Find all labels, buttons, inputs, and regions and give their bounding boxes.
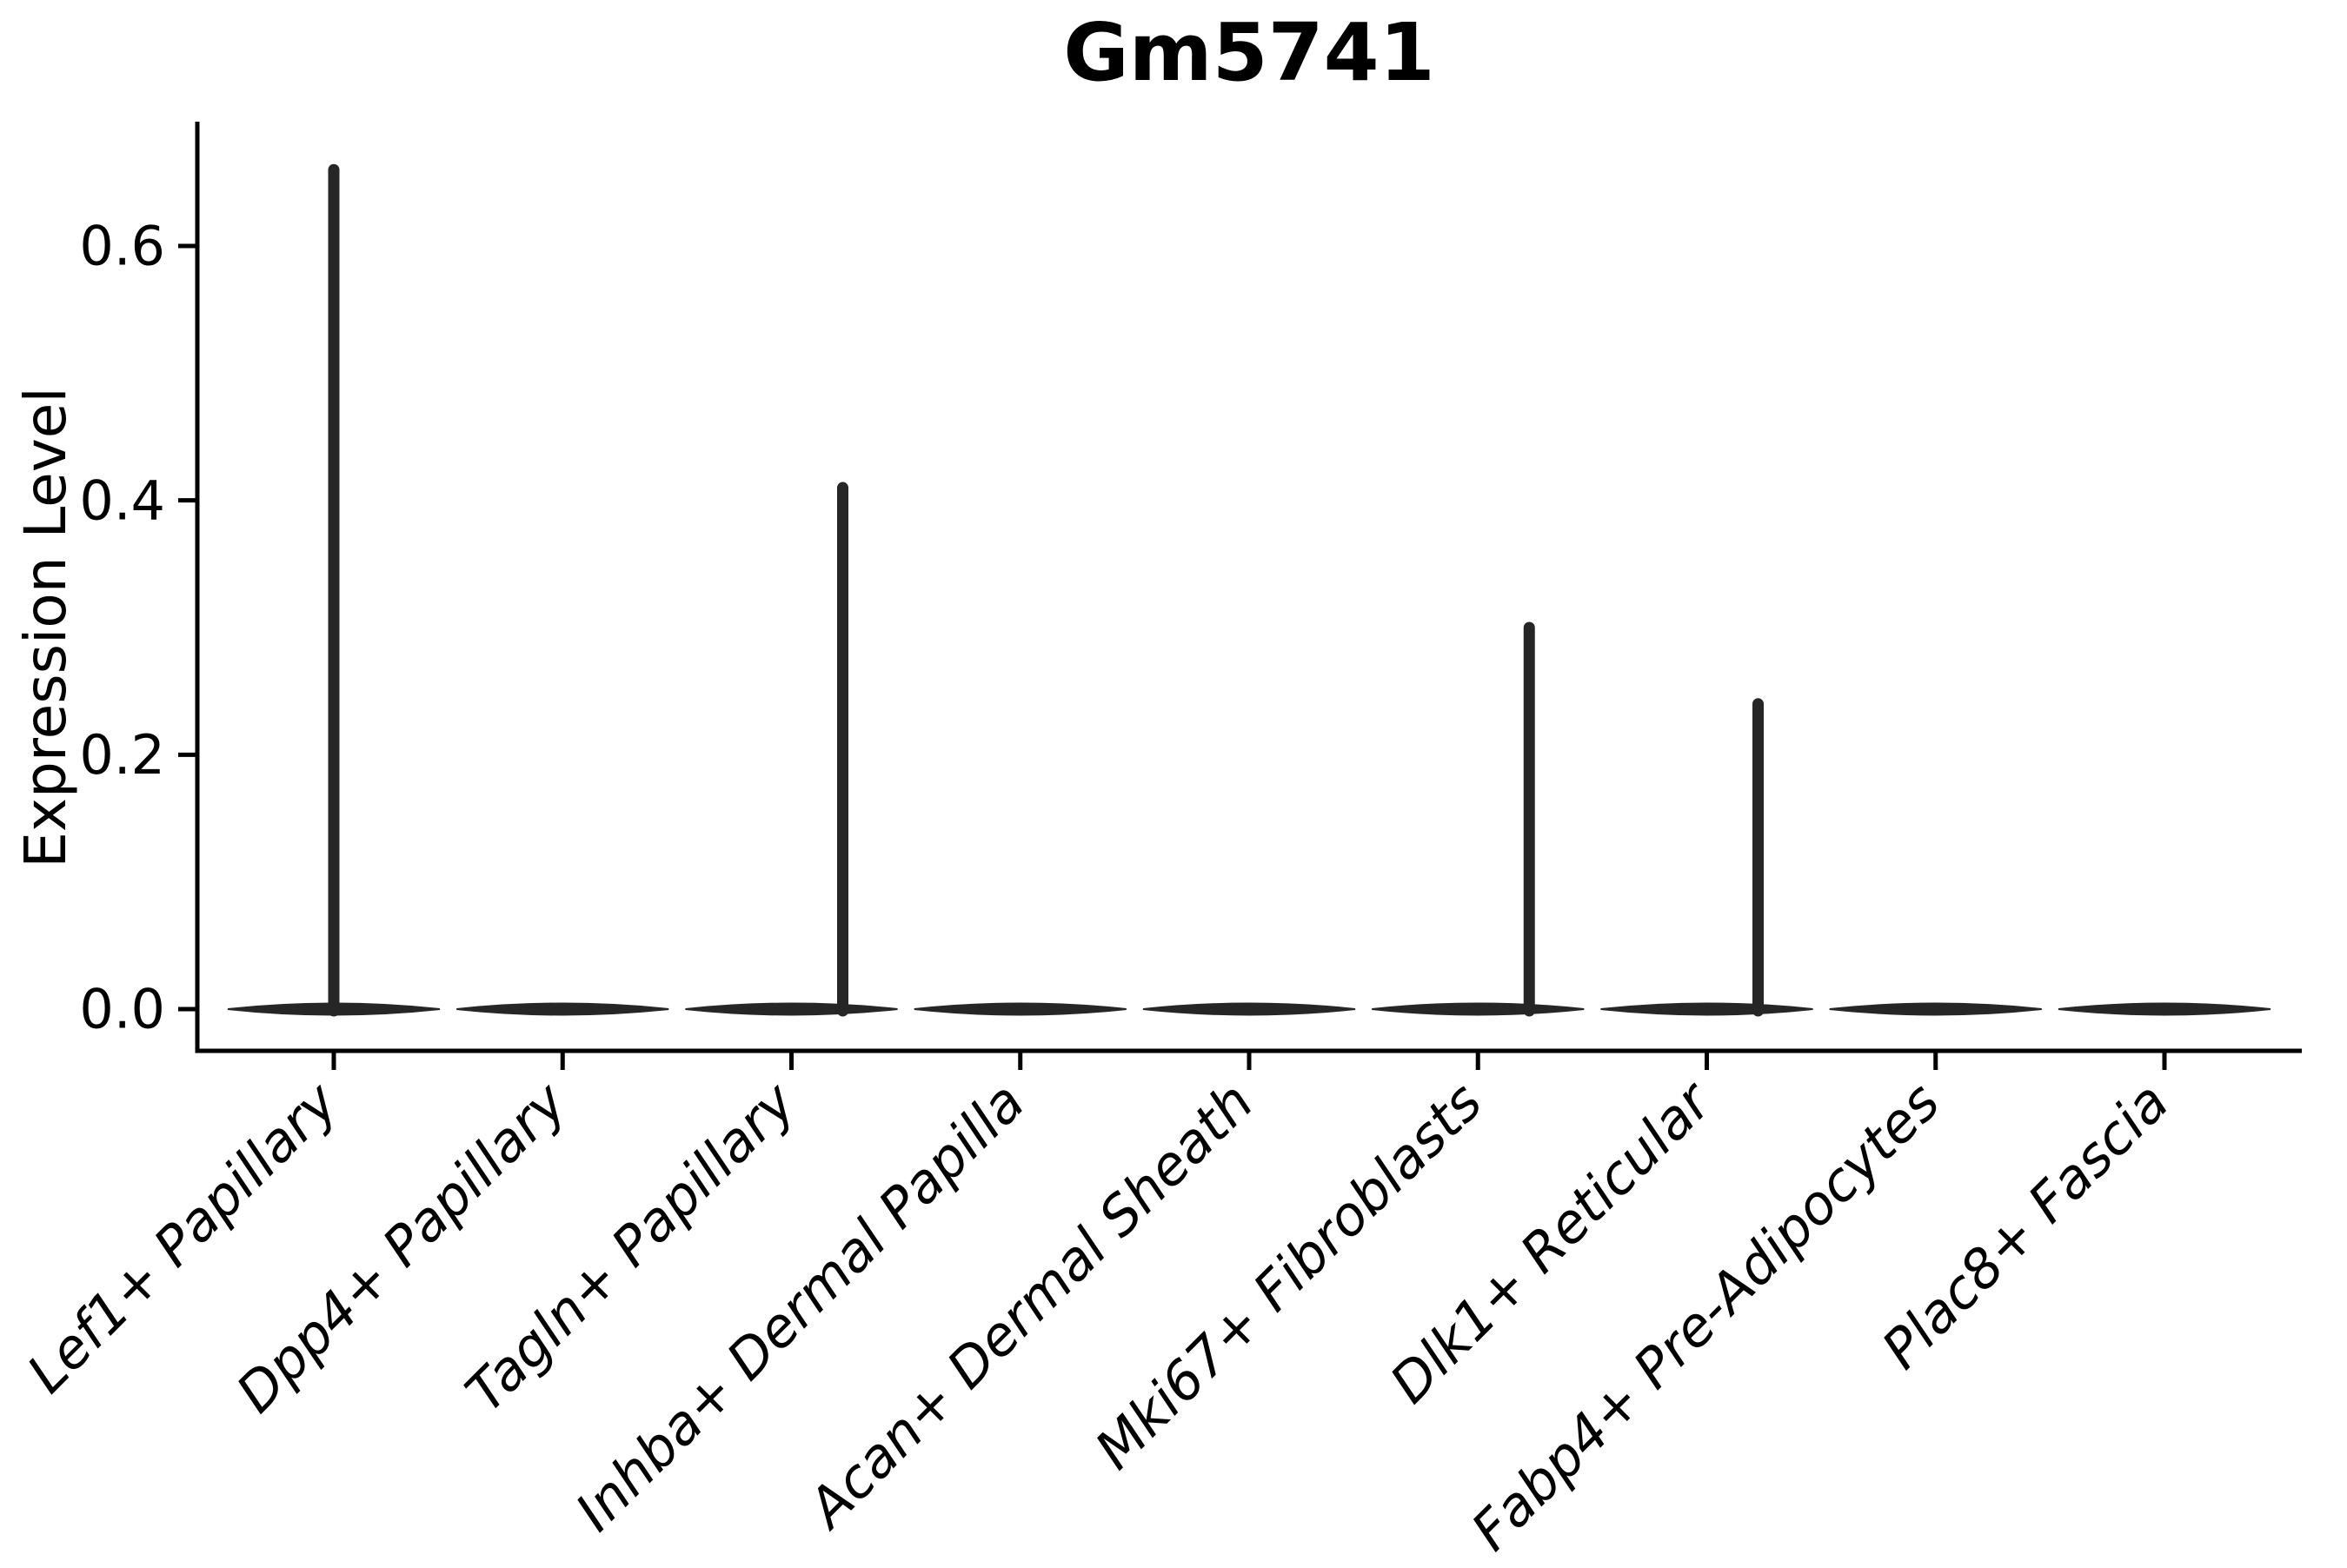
violin-base xyxy=(2058,1002,2271,1016)
violins-group xyxy=(227,163,2271,1017)
x-tick-label: Fabp4+ Pre-Adipocytes xyxy=(1459,1070,1951,1563)
x-tick-label: Mki67+ Fibroblasts xyxy=(1083,1070,1494,1481)
chart-title: Gm5741 xyxy=(1063,6,1434,99)
y-tick-label: 0.2 xyxy=(79,723,165,787)
violin-base xyxy=(1142,1002,1356,1016)
y-tick-label: 0.6 xyxy=(79,215,165,278)
violin-base xyxy=(685,1002,898,1016)
violin-base xyxy=(1829,1002,2042,1016)
x-tick-label: Acan+ Dermal Sheath xyxy=(794,1070,1266,1542)
x-tick-label: Inhba+ Dermal Papilla xyxy=(563,1070,1036,1543)
violin-base xyxy=(456,1002,669,1016)
axes-spines xyxy=(195,122,2302,1053)
violin-base xyxy=(914,1002,1127,1016)
y-axis-ticks: 0.0 0.2 0.4 0.6 xyxy=(79,215,197,1041)
violin-base xyxy=(1372,1002,1585,1016)
violin-base xyxy=(1600,1002,1813,1016)
y-tick-label: 0.4 xyxy=(79,468,165,532)
y-axis-label: Expression Level xyxy=(12,387,79,867)
y-tick-label: 0.0 xyxy=(79,978,165,1041)
